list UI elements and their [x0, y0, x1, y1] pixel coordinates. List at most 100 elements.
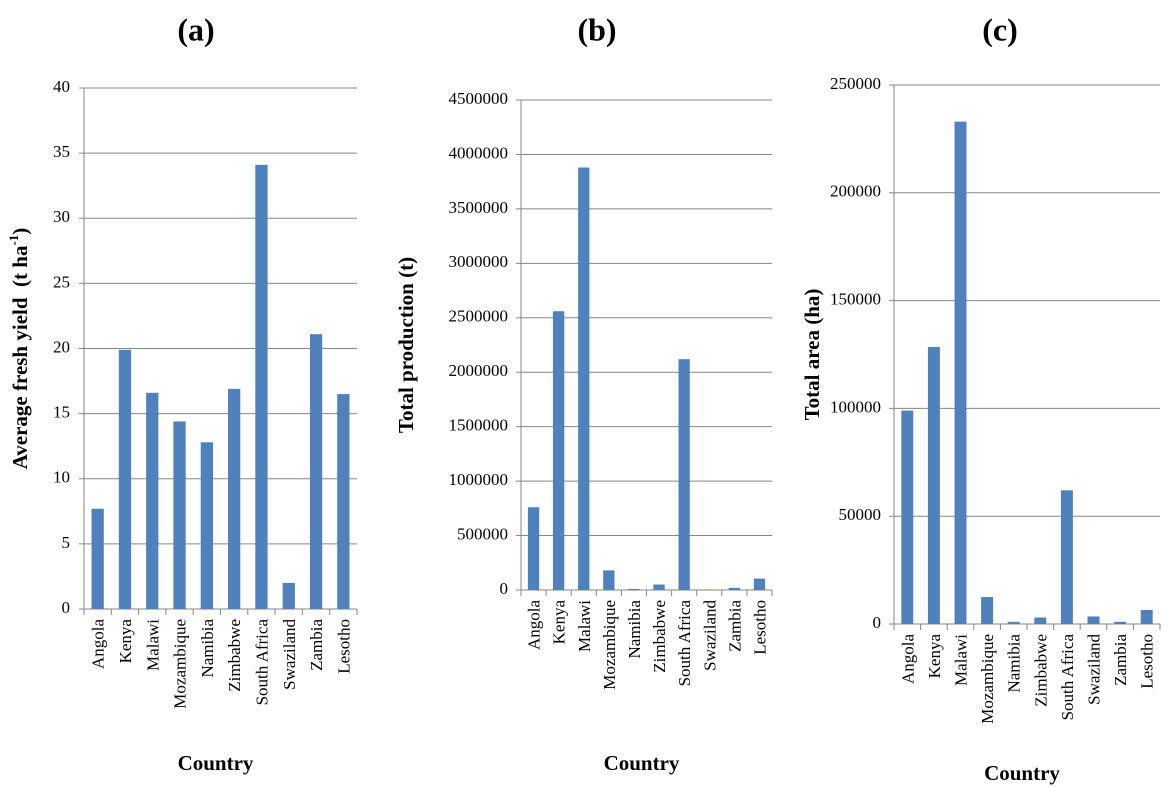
- panel-label: (b): [577, 11, 616, 47]
- category-label: Kenya: [550, 600, 569, 645]
- bar-mozambique: [981, 597, 994, 624]
- bar-lesotho: [1140, 609, 1153, 624]
- bar-mozambique: [603, 570, 615, 590]
- category-label: Swaziland: [1085, 634, 1104, 705]
- category-label: Zimbabwe: [225, 619, 244, 692]
- category-label: Mozambique: [600, 600, 619, 690]
- bar-zimbabwe: [1034, 617, 1047, 624]
- category-label: Swaziland: [700, 600, 719, 671]
- y-tick-label: 4500000: [449, 89, 509, 108]
- y-tick-label: 1000000: [449, 470, 509, 489]
- bar-lesotho: [753, 578, 766, 590]
- bar-angola: [91, 508, 104, 609]
- y-tick-label: 1500000: [449, 416, 509, 435]
- y-axis-title: Total production (t): [394, 257, 418, 433]
- y-tick-label: 0: [873, 613, 882, 632]
- x-axis-title: Country: [604, 751, 680, 775]
- chart-panel-2: (c) 0 50000 100000 150000 200000 250000 Angola K…: [800, 11, 1161, 785]
- category-label: Kenya: [116, 619, 135, 664]
- y-tick-label: 30: [53, 207, 70, 226]
- y-axis-title-unit-end: ): [8, 228, 32, 235]
- bar-lesotho: [337, 394, 350, 609]
- x-axis-title: Country: [178, 751, 254, 775]
- y-axis-title-spacer: [8, 287, 32, 298]
- y-tick-label: 5: [62, 533, 71, 552]
- bar-namibia: [200, 442, 213, 609]
- y-tick-label: 50000: [839, 505, 882, 524]
- y-tick-label: 250000: [830, 74, 881, 93]
- y-axis-title: Average fresh yield (t ha-1): [6, 228, 32, 470]
- bar-swaziland: [703, 589, 715, 590]
- category-label: Lesotho: [334, 619, 353, 674]
- y-tick-label: 25: [53, 272, 70, 291]
- bar-zambia: [309, 334, 323, 609]
- category-label: South Africa: [252, 619, 271, 706]
- category-label: Zambia: [307, 619, 326, 671]
- bar-swaziland: [1087, 616, 1100, 624]
- y-axis-title: Total area (ha): [800, 289, 824, 421]
- panel-label: (c): [982, 11, 1018, 47]
- bar-swaziland: [282, 582, 295, 609]
- y-tick-label: 20: [53, 337, 70, 356]
- y-tick-label: 40: [53, 77, 70, 96]
- category-label: South Africa: [675, 600, 694, 687]
- y-tick-label: 200000: [830, 182, 881, 201]
- bar-kenya: [118, 349, 132, 609]
- category-label: Malawi: [952, 634, 971, 686]
- category-label: Mozambique: [171, 619, 190, 709]
- y-axis-title-unit-sup: -1: [6, 235, 21, 246]
- bar-malawi: [954, 121, 967, 624]
- y-axis-title-unit: (t ha: [8, 245, 32, 287]
- y-tick-label: 500000: [457, 524, 508, 543]
- category-label: Swaziland: [280, 619, 299, 690]
- bar-angola: [527, 507, 540, 590]
- chart-panel-0: (a) 0 5 10 15 20 25 30 35 40 Angola Kenya Malawi Moza…: [6, 11, 358, 775]
- bar-south-africa: [678, 359, 690, 590]
- bar-zambia: [728, 587, 740, 590]
- y-tick-label: 4000000: [449, 143, 509, 162]
- bar-malawi: [146, 392, 159, 609]
- y-tick-label: 100000: [830, 397, 881, 416]
- bar-namibia: [1007, 621, 1020, 624]
- bar-namibia: [628, 588, 640, 590]
- y-tick-label: 0: [62, 598, 71, 617]
- y-tick-label: 2000000: [449, 361, 509, 380]
- category-label: Kenya: [925, 634, 944, 679]
- bar-zambia: [1114, 621, 1127, 624]
- y-tick-label: 10: [53, 468, 70, 487]
- category-label: Mozambique: [978, 634, 997, 724]
- bar-malawi: [578, 167, 590, 590]
- category-label: Namibia: [198, 619, 217, 678]
- bar-south-africa: [255, 164, 268, 609]
- bar-kenya: [927, 346, 940, 624]
- bar-angola: [901, 410, 914, 624]
- category-label: Zimbabwe: [1031, 634, 1050, 707]
- bar-kenya: [553, 311, 565, 590]
- x-axis-title: Country: [984, 761, 1060, 785]
- chart-panel-1: (b) 0 500000 1000000 1500000 2000000 2500000 30…: [394, 11, 773, 775]
- category-label: Zambia: [1111, 634, 1130, 686]
- y-tick-label: 0: [500, 579, 509, 598]
- y-tick-label: 3000000: [449, 252, 509, 271]
- y-tick-label: 150000: [830, 290, 881, 309]
- category-label: Zimbabwe: [650, 600, 669, 673]
- category-label: Angola: [525, 600, 544, 651]
- category-label: Malawi: [575, 600, 594, 652]
- bar-zimbabwe: [653, 584, 665, 590]
- category-label: Lesotho: [750, 600, 769, 655]
- category-label: Namibia: [625, 600, 644, 659]
- category-label: Lesotho: [1138, 634, 1157, 689]
- y-axis-title-main: Average fresh yield: [8, 297, 32, 469]
- category-label: Malawi: [143, 619, 162, 671]
- y-tick-label: 3500000: [449, 198, 509, 217]
- category-label: South Africa: [1058, 634, 1077, 721]
- y-tick-label: 35: [53, 142, 70, 161]
- y-tick-label: 2500000: [449, 307, 509, 326]
- category-label: Angola: [89, 619, 108, 670]
- y-tick-label: 15: [53, 403, 70, 422]
- panel-label: (a): [177, 11, 214, 47]
- category-label: Namibia: [1005, 634, 1024, 693]
- category-label: Zambia: [725, 600, 744, 652]
- bar-south-africa: [1060, 490, 1073, 624]
